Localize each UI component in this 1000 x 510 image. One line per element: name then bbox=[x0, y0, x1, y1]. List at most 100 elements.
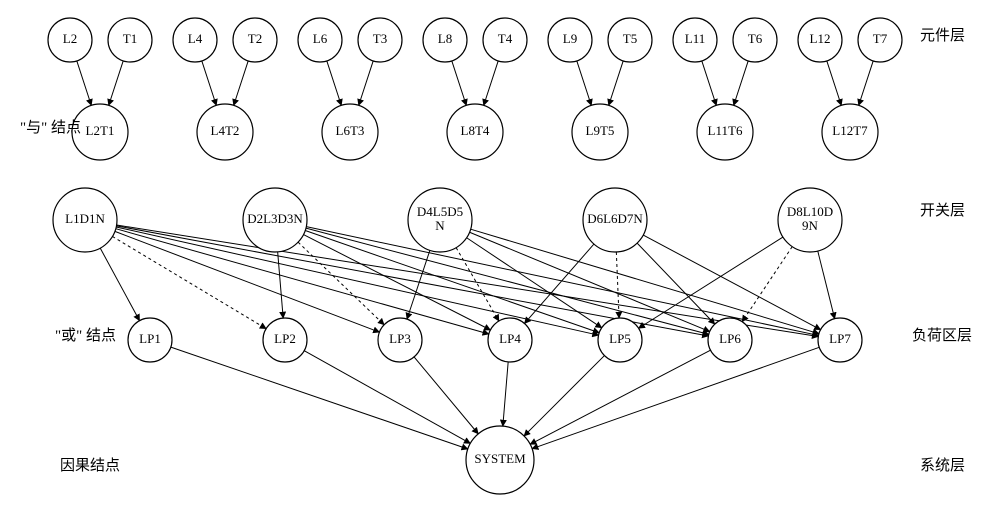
load-node-LP7-label: LP7 bbox=[829, 331, 851, 346]
edge bbox=[234, 61, 248, 105]
component-node-T3: T3 bbox=[358, 18, 402, 62]
edge bbox=[639, 237, 783, 328]
switch-node-D6L6D7N-label: D6L6D7N bbox=[587, 211, 643, 226]
edge bbox=[702, 61, 716, 105]
edge bbox=[303, 235, 490, 330]
component-node-T6: T6 bbox=[733, 18, 777, 62]
left-label-2: 因果结点 bbox=[60, 457, 120, 474]
system-node: SYSTEM bbox=[466, 426, 534, 494]
left-label-0: "与" 结点 bbox=[20, 119, 81, 136]
edge bbox=[637, 243, 715, 324]
component-node-L2-label: L2 bbox=[63, 31, 77, 46]
switch-node-D8L10D9N: D8L10D9N bbox=[778, 188, 842, 252]
switch-node-D8L10D9N-label: D8L10D bbox=[787, 204, 833, 219]
edge bbox=[577, 61, 591, 105]
edge bbox=[818, 251, 835, 319]
edge bbox=[734, 61, 748, 105]
edge bbox=[116, 227, 598, 335]
and-node-L11T6: L11T6 bbox=[697, 104, 753, 160]
component-node-T2: T2 bbox=[233, 18, 277, 62]
component-node-T5-label: T5 bbox=[623, 31, 637, 46]
edge bbox=[524, 356, 604, 436]
right-label-1: 开关层 bbox=[920, 202, 965, 219]
switch-node-D4L5D5N-label: N bbox=[435, 218, 445, 233]
component-node-L6: L6 bbox=[298, 18, 342, 62]
load-node-LP5-label: LP5 bbox=[609, 331, 631, 346]
load-node-LP1: LP1 bbox=[128, 318, 172, 362]
component-node-L11: L11 bbox=[673, 18, 717, 62]
edge bbox=[532, 347, 819, 448]
component-node-L2: L2 bbox=[48, 18, 92, 62]
load-node-LP1-label: LP1 bbox=[139, 331, 161, 346]
component-node-T1-label: T1 bbox=[123, 31, 137, 46]
switch-node-L1D1N: L1D1N bbox=[53, 188, 117, 252]
switch-node-D6L6D7N: D6L6D7N bbox=[583, 188, 647, 252]
edge bbox=[77, 61, 91, 105]
load-node-LP3-label: LP3 bbox=[389, 331, 411, 346]
component-node-T6-label: T6 bbox=[748, 31, 763, 46]
component-node-L4-label: L4 bbox=[188, 31, 203, 46]
component-node-L6-label: L6 bbox=[313, 31, 328, 46]
component-node-T5: T5 bbox=[608, 18, 652, 62]
right-label-3: 系统层 bbox=[920, 457, 965, 474]
load-node-LP6: LP6 bbox=[708, 318, 752, 362]
left-label-1: "或" 结点 bbox=[55, 327, 116, 344]
and-node-L11T6-label: L11T6 bbox=[708, 123, 743, 138]
switch-node-D4L5D5N: D4L5D5N bbox=[408, 188, 472, 252]
switch-node-D8L10D9N-label: 9N bbox=[802, 218, 819, 233]
edge bbox=[304, 351, 470, 444]
edge bbox=[327, 61, 341, 105]
and-node-L9T5-label: L9T5 bbox=[586, 123, 615, 138]
edge bbox=[616, 252, 619, 318]
load-node-LP3: LP3 bbox=[378, 318, 422, 362]
component-node-T7: T7 bbox=[858, 18, 902, 62]
component-node-T2-label: T2 bbox=[248, 31, 262, 46]
right-label-0: 元件层 bbox=[920, 27, 965, 44]
component-node-T1: T1 bbox=[108, 18, 152, 62]
load-node-LP4: LP4 bbox=[488, 318, 532, 362]
edge bbox=[827, 61, 841, 105]
edge bbox=[100, 248, 139, 321]
component-node-L8-label: L8 bbox=[438, 31, 452, 46]
edge bbox=[503, 362, 508, 426]
and-node-L6T3: L6T3 bbox=[322, 104, 378, 160]
and-node-L8T4: L8T4 bbox=[447, 104, 503, 160]
switch-node-L1D1N-label: L1D1N bbox=[65, 211, 105, 226]
component-node-L9: L9 bbox=[548, 18, 592, 62]
edge bbox=[414, 357, 478, 434]
load-node-LP7: LP7 bbox=[818, 318, 862, 362]
network-diagram: L2T1L4T2L6T3L8T4L9T5L11T6L12T7L2T1L4T2L6… bbox=[0, 0, 1000, 510]
and-node-L4T2-label: L4T2 bbox=[211, 123, 240, 138]
component-node-T3-label: T3 bbox=[373, 31, 387, 46]
and-node-L2T1-label: L2T1 bbox=[86, 123, 115, 138]
load-node-LP4-label: LP4 bbox=[499, 331, 521, 346]
component-node-T4-label: T4 bbox=[498, 31, 513, 46]
and-node-L9T5: L9T5 bbox=[572, 104, 628, 160]
edge bbox=[530, 350, 710, 444]
edge bbox=[306, 227, 818, 336]
and-node-L6T3-label: L6T3 bbox=[336, 123, 365, 138]
load-node-LP6-label: LP6 bbox=[719, 331, 741, 346]
component-node-T4: T4 bbox=[483, 18, 527, 62]
edge bbox=[202, 61, 216, 105]
component-node-L11-label: L11 bbox=[685, 31, 705, 46]
edge bbox=[407, 250, 430, 319]
switch-node-D4L5D5N-label: D4L5D5 bbox=[417, 204, 463, 219]
edge bbox=[484, 61, 498, 105]
edge bbox=[109, 61, 123, 105]
switch-node-D2L3D3N: D2L3D3N bbox=[243, 188, 307, 252]
and-node-L4T2: L4T2 bbox=[197, 104, 253, 160]
component-node-L9-label: L9 bbox=[563, 31, 577, 46]
edge bbox=[859, 61, 873, 105]
component-node-L12-label: L12 bbox=[810, 31, 831, 46]
edge bbox=[278, 252, 284, 318]
edge bbox=[609, 61, 623, 105]
component-node-L12: L12 bbox=[798, 18, 842, 62]
component-node-L8: L8 bbox=[423, 18, 467, 62]
edge bbox=[359, 61, 373, 105]
edge bbox=[467, 238, 602, 328]
edge bbox=[112, 236, 266, 328]
load-node-LP5: LP5 bbox=[598, 318, 642, 362]
edge bbox=[452, 61, 466, 105]
and-node-L12T7-label: L12T7 bbox=[832, 123, 868, 138]
